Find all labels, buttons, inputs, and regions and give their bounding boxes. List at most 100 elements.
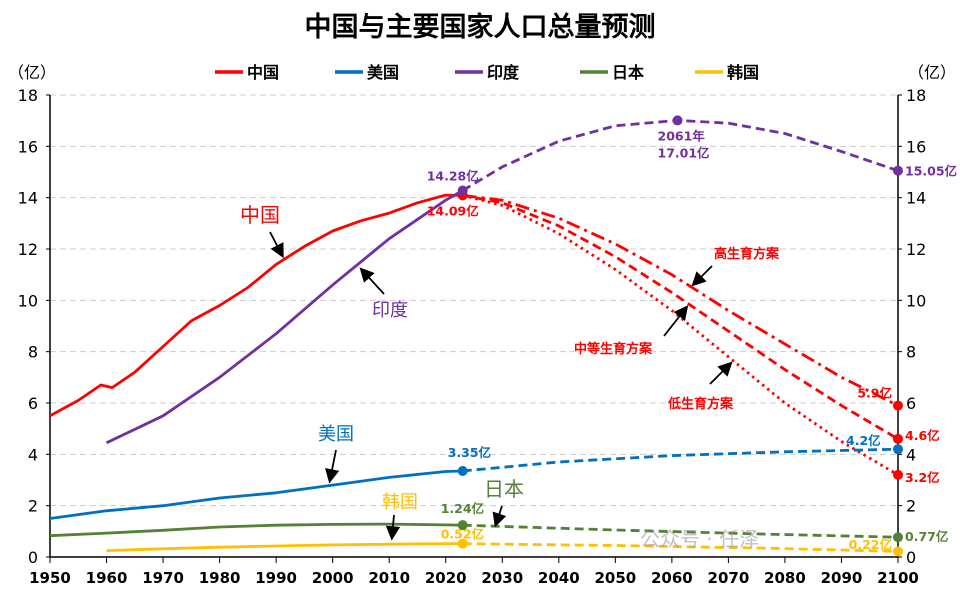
data-label: 14.28亿 xyxy=(427,168,479,183)
annotation-arrow xyxy=(325,449,340,484)
annotation-label: 印度 xyxy=(372,300,408,321)
series-line-projection-0-2 xyxy=(462,194,899,477)
annotation-label: 中等生育方案 xyxy=(574,341,653,357)
point-marker xyxy=(457,185,468,196)
end-marker xyxy=(893,546,903,557)
legend-label: 美国 xyxy=(367,63,399,82)
data-label: 2061年 xyxy=(658,128,706,143)
series-line-actual-0 xyxy=(49,193,463,418)
annotation-arrow xyxy=(663,305,689,337)
x-tick-label: 1950 xyxy=(29,569,71,587)
y-tick-label-left: 4 xyxy=(28,445,38,464)
y-tick-label-left: 0 xyxy=(28,548,38,567)
y-tick-label-right: 14 xyxy=(906,189,926,208)
data-label: 0.22亿 xyxy=(849,537,892,552)
data-label: 17.01亿 xyxy=(658,145,710,160)
x-tick-label: 1960 xyxy=(86,569,128,587)
legend-label: 印度 xyxy=(487,63,520,82)
y-tick-label-left: 16 xyxy=(18,137,38,156)
x-tick-label: 2050 xyxy=(594,569,636,587)
peak-marker xyxy=(672,115,683,126)
end-marker xyxy=(893,433,903,444)
chart-title: 中国与主要国家人口总量预测 xyxy=(305,11,656,43)
series-line-actual-2 xyxy=(105,189,464,445)
end-marker xyxy=(893,532,903,543)
annotation-label: 日本 xyxy=(484,477,524,501)
y-tick-label-left: 8 xyxy=(28,343,38,362)
y-axis-unit-left: （亿） xyxy=(8,63,56,82)
x-tick-label: 2020 xyxy=(425,569,467,587)
data-label: 5.9亿 xyxy=(857,386,892,401)
y-tick-label-right: 8 xyxy=(906,343,916,362)
end-marker xyxy=(893,165,903,176)
y-tick-label-right: 0 xyxy=(906,548,916,567)
x-tick-label: 2070 xyxy=(708,569,750,587)
series-line-projection-4-0 xyxy=(462,542,899,553)
series-line-actual-3 xyxy=(49,522,463,538)
y-tick-label-left: 10 xyxy=(18,291,38,310)
annotation-label: 韩国 xyxy=(382,492,418,513)
y-tick-label-right: 4 xyxy=(906,445,916,464)
annotation-arrow xyxy=(359,267,385,295)
y-axis-unit-right: （亿） xyxy=(908,63,956,82)
y-tick-label-left: 18 xyxy=(18,86,38,105)
x-tick-label: 2080 xyxy=(764,569,806,587)
data-label: 1.24亿 xyxy=(441,501,484,516)
annotation-label: 低生育方案 xyxy=(667,396,734,412)
y-tick-label-right: 6 xyxy=(906,394,916,413)
end-marker xyxy=(893,444,903,455)
annotation-label: 中国 xyxy=(240,203,280,227)
annotation-label: 高生育方案 xyxy=(714,246,780,262)
end-marker xyxy=(893,469,903,480)
x-tick-label: 2000 xyxy=(312,569,354,587)
x-tick-label: 2100 xyxy=(877,569,919,587)
y-tick-label-left: 6 xyxy=(28,394,38,413)
series-line-projection-0-1 xyxy=(462,194,899,441)
y-tick-label-left: 2 xyxy=(28,497,38,516)
series-line-actual-1 xyxy=(49,469,463,520)
x-tick-label: 2090 xyxy=(821,569,863,587)
data-label: 14.09亿 xyxy=(427,203,479,218)
y-tick-label-right: 10 xyxy=(906,291,926,310)
series-line-projection-3-0 xyxy=(462,523,899,539)
legend-label: 中国 xyxy=(247,63,279,82)
annotation-arrow xyxy=(691,265,713,287)
legend-label: 日本 xyxy=(612,63,644,82)
series-line-projection-1-0 xyxy=(462,447,899,473)
x-tick-label: 2060 xyxy=(651,569,693,587)
legend-label: 韩国 xyxy=(727,63,759,82)
annotation-arrow xyxy=(709,361,733,385)
y-tick-label-right: 12 xyxy=(906,240,926,259)
data-label: 0.52亿 xyxy=(441,527,484,542)
data-label: 4.6亿 xyxy=(905,428,940,443)
annotation-label: 美国 xyxy=(318,424,354,445)
y-tick-label-right: 16 xyxy=(906,137,926,156)
x-tick-label: 2010 xyxy=(368,569,410,587)
x-tick-label: 1980 xyxy=(199,569,241,587)
y-tick-label-right: 2 xyxy=(906,497,916,516)
watermark: 公众号 · 任泽 xyxy=(640,527,759,551)
point-marker xyxy=(457,520,468,531)
x-tick-label: 2030 xyxy=(481,569,523,587)
data-label: 15.05亿 xyxy=(905,164,957,179)
point-marker xyxy=(457,466,468,477)
series-line-actual-4 xyxy=(106,542,463,552)
annotation-arrow xyxy=(492,505,507,528)
y-tick-label-left: 12 xyxy=(18,240,38,259)
point-marker xyxy=(457,538,468,549)
x-tick-label: 1990 xyxy=(255,569,297,587)
annotation-arrow xyxy=(385,514,401,541)
data-label: 0.77亿 xyxy=(905,529,948,544)
x-tick-label: 2040 xyxy=(538,569,580,587)
annotation-arrow xyxy=(269,231,284,259)
data-label: 4.2亿 xyxy=(846,433,881,448)
data-label: 3.35亿 xyxy=(448,445,491,460)
y-tick-label-left: 14 xyxy=(18,189,38,208)
x-tick-label: 1970 xyxy=(142,569,184,587)
y-tick-label-right: 18 xyxy=(906,86,926,105)
series-line-projection-0-0 xyxy=(462,194,899,407)
data-label: 3.2亿 xyxy=(905,470,940,485)
end-marker xyxy=(893,400,903,411)
